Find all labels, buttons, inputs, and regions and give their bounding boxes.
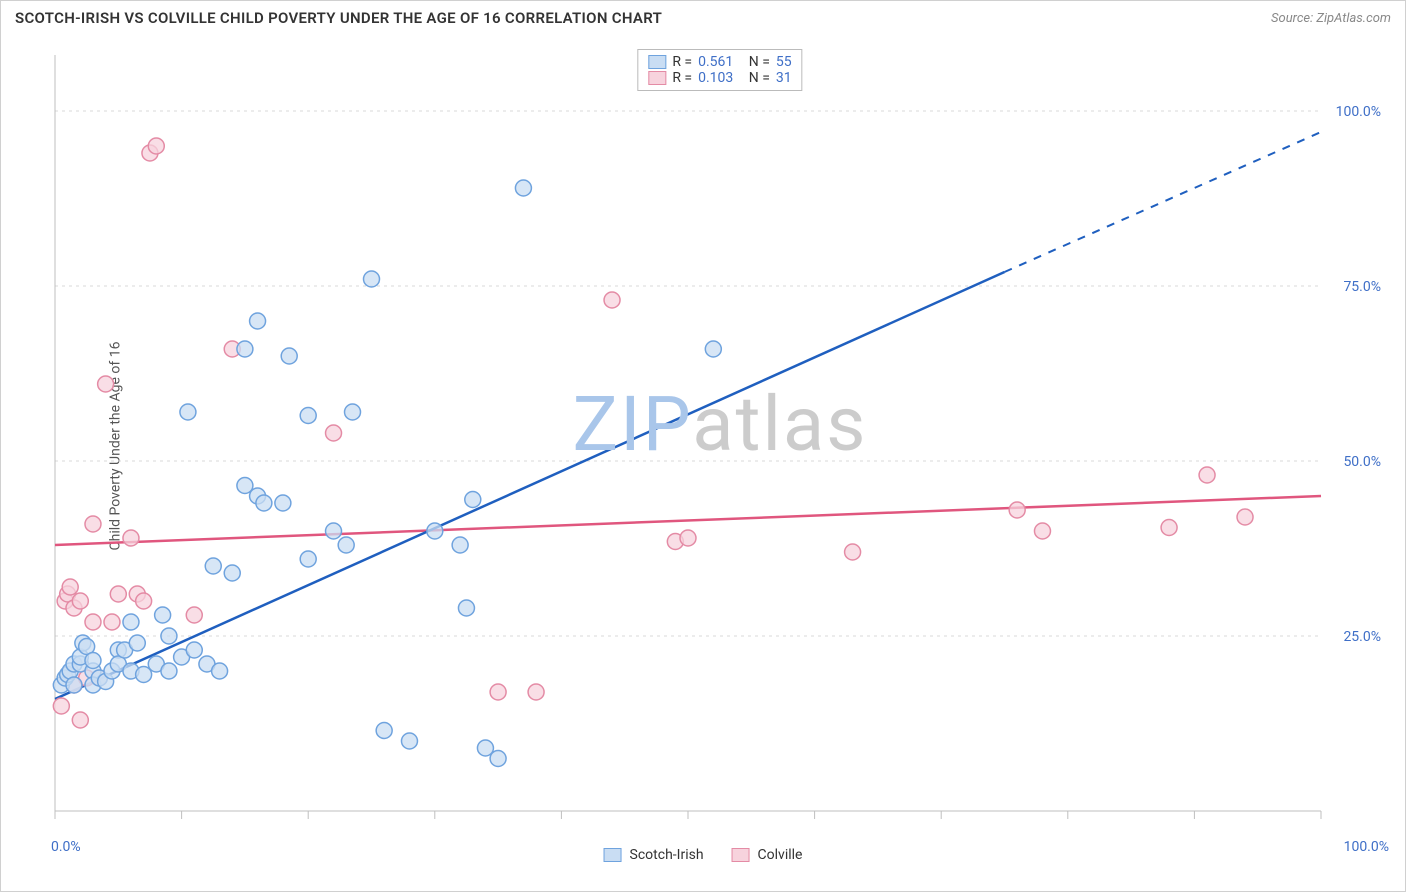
correlation-legend: R = 0.561 N = 55 R = 0.103 N = 31 bbox=[637, 49, 802, 91]
series-b-name: Colville bbox=[758, 847, 803, 863]
svg-text:75.0%: 75.0% bbox=[1343, 279, 1381, 295]
swatch-b-bottom bbox=[732, 848, 750, 862]
swatch-a bbox=[648, 55, 666, 69]
n-label-b: N = bbox=[749, 70, 770, 86]
swatch-b bbox=[648, 71, 666, 85]
swatch-a-bottom bbox=[604, 848, 622, 862]
r-value-b: 0.103 bbox=[698, 70, 733, 86]
legend-row-b: R = 0.103 N = 31 bbox=[648, 70, 791, 86]
svg-text:100.0%: 100.0% bbox=[1336, 104, 1381, 120]
legend-item-a: Scotch-Irish bbox=[604, 847, 704, 863]
svg-text:50.0%: 50.0% bbox=[1343, 454, 1381, 470]
chart-title: SCOTCH-IRISH VS COLVILLE CHILD POVERTY U… bbox=[15, 9, 662, 27]
r-label-a: R = bbox=[672, 54, 692, 70]
scatter-plot: 25.0% 50.0% 75.0% 100.0% bbox=[49, 49, 1391, 831]
plot-area: 25.0% 50.0% 75.0% 100.0% R = 0.561 N = 55 R… bbox=[49, 49, 1391, 831]
n-value-a: 55 bbox=[776, 54, 792, 70]
r-value-a: 0.561 bbox=[698, 54, 733, 70]
chart-container: SCOTCH-IRISH VS COLVILLE CHILD POVERTY U… bbox=[0, 0, 1406, 892]
header: SCOTCH-IRISH VS COLVILLE CHILD POVERTY U… bbox=[1, 1, 1405, 31]
n-value-b: 31 bbox=[776, 70, 792, 86]
source-credit: Source: ZipAtlas.com bbox=[1271, 11, 1391, 26]
series-legend: Scotch-Irish Colville bbox=[604, 847, 803, 863]
series-a-name: Scotch-Irish bbox=[630, 847, 704, 863]
x-axis-min-label: 0.0% bbox=[51, 839, 81, 855]
x-axis-max-label: 100.0% bbox=[1344, 839, 1389, 855]
legend-item-b: Colville bbox=[732, 847, 803, 863]
r-label-b: R = bbox=[672, 70, 692, 86]
n-label-a: N = bbox=[749, 54, 770, 70]
legend-row-a: R = 0.561 N = 55 bbox=[648, 54, 791, 70]
svg-text:25.0%: 25.0% bbox=[1343, 629, 1381, 645]
